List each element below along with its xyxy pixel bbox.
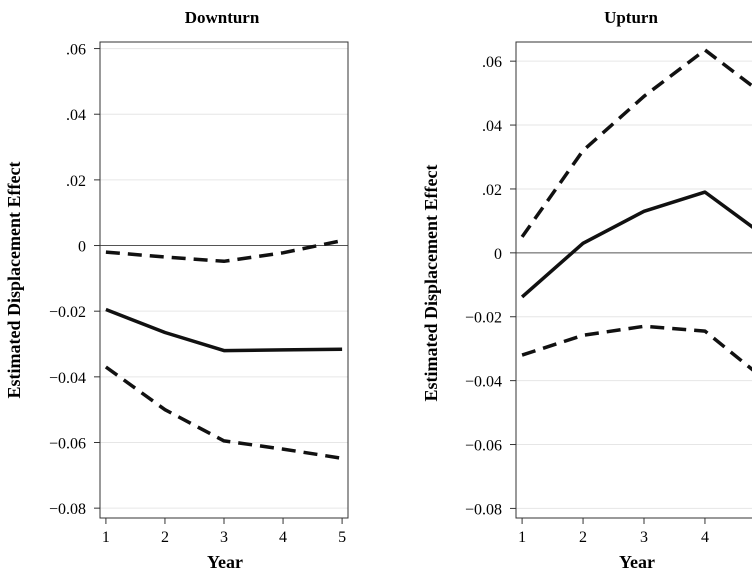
x-tick-label: 4 [279,529,287,546]
y-tick-label: .06 [482,54,502,71]
x-tick-label: 1 [518,529,526,546]
y-tick-label: −0.04 [49,370,86,387]
x-tick-label: 1 [102,529,110,546]
y-axis-label: Estimated Displacement Effect [421,165,441,402]
y-tick-label: −0.08 [465,501,502,518]
panel-title: Downturn [185,8,260,27]
y-tick-label: .04 [482,118,502,135]
y-tick-label: .06 [66,42,86,59]
series-line-estimate [520,190,752,299]
panel-downturn: Downturn .06 .04 .02 0 −0.02 −0.04 −0.06 −0.08 1 2… [4,8,349,572]
x-tick-label: 5 [338,529,346,546]
x-tick-label: 4 [701,529,709,546]
y-tick-label: −0.02 [465,310,502,327]
y-tick-label: −0.06 [465,438,502,455]
y-tick-label: −0.02 [49,304,86,321]
panel-title: Upturn [604,8,658,27]
plot-frame [99,41,349,519]
series-line-upper-band [520,48,752,238]
x-axis-label: Year [619,552,655,572]
y-tick-label: −0.04 [465,374,502,391]
y-tick-label: .04 [66,107,86,124]
x-axis-label: Year [207,552,243,572]
series-line-lower-band [521,324,752,372]
x-tick-label: 2 [579,529,587,546]
y-tick-label: 0 [78,239,86,256]
x-tick-label: 3 [220,529,228,546]
y-tick-label: 0 [494,246,502,263]
y-tick-label: .02 [482,182,502,199]
x-tick-label: 3 [640,529,648,546]
y-tick-label: −0.08 [49,501,86,518]
y-tick-label: .02 [66,173,86,190]
series-line-estimate [105,307,343,353]
panel-upturn: Upturn .06 .04 .02 0 −0.02 −0.04 −0.06 −0.08 1 2 3 4… [421,8,752,572]
x-tick-label: 2 [161,529,169,546]
y-tick-label: −0.06 [49,435,86,452]
y-axis-label: Estimated Displacement Effect [4,162,24,399]
series-line-lower-band [104,365,343,461]
plot-frame [515,41,752,519]
series-line-upper-band [105,238,343,264]
